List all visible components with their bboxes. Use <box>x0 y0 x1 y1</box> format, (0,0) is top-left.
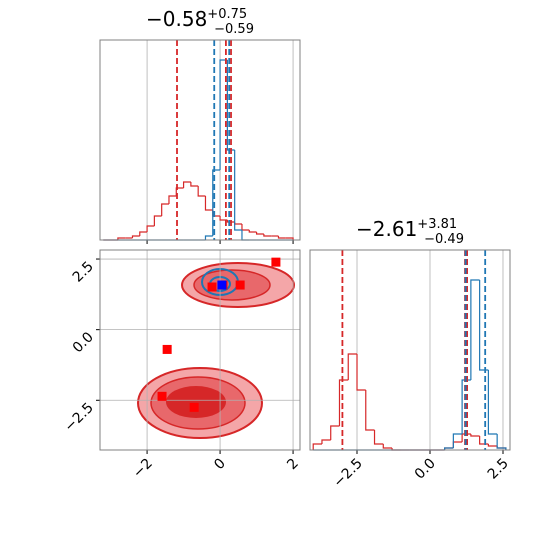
histogram-step <box>190 182 199 187</box>
histogram-step <box>139 231 148 236</box>
marker <box>207 282 217 292</box>
histogram-step <box>219 216 228 221</box>
title-value: −2.61 <box>356 217 417 241</box>
histogram-step <box>161 203 169 216</box>
x-tick-label: 0 <box>211 456 229 474</box>
histogram-step <box>241 230 250 241</box>
axes-frame <box>99 39 301 241</box>
histogram-step <box>168 195 177 204</box>
histogram-step <box>153 215 162 226</box>
histogram-step <box>241 224 250 231</box>
histogram-step <box>496 434 507 450</box>
histogram-step <box>182 181 191 188</box>
histogram-step <box>146 225 155 232</box>
histogram-step <box>234 222 242 225</box>
histogram-step <box>255 232 264 235</box>
histogram-step <box>197 186 206 197</box>
x-tick-label: 2.5 <box>485 456 512 483</box>
title-upper: +3.81 <box>417 217 457 232</box>
histogram-step <box>452 433 463 448</box>
histogram-step <box>479 436 489 445</box>
contour <box>166 386 226 418</box>
marker <box>189 402 199 412</box>
histogram-step <box>470 279 480 380</box>
histogram-step <box>373 430 384 445</box>
histogram-step <box>487 370 498 435</box>
histogram-step <box>248 230 257 233</box>
marker <box>162 344 172 354</box>
histogram-step <box>234 150 242 231</box>
histogram-step <box>117 237 126 240</box>
histogram-step <box>312 443 322 450</box>
y-tick-label: 0.0 <box>70 329 97 356</box>
title-upper: +0.75 <box>207 7 247 22</box>
histogram-step <box>452 441 463 448</box>
histogram-step <box>365 390 375 431</box>
histogram-step <box>443 447 454 450</box>
histogram-step <box>487 444 498 447</box>
histogram-step <box>219 59 228 170</box>
title-lower: −0.59 <box>214 22 254 37</box>
contour <box>193 269 271 301</box>
marker <box>217 280 227 290</box>
histogram-step <box>204 235 213 240</box>
histogram-step <box>356 354 366 391</box>
axes-frame <box>99 249 301 451</box>
y-tick-label: −2.5 <box>61 400 96 435</box>
histogram-step <box>479 280 489 371</box>
histogram-step <box>470 434 480 437</box>
marker <box>157 391 167 401</box>
histogram-step <box>285 237 294 240</box>
histogram-step <box>226 60 235 151</box>
axes-frame <box>309 249 511 451</box>
y-tick-label: 2.5 <box>70 259 97 286</box>
marker <box>235 280 245 290</box>
histogram-step <box>382 444 393 449</box>
histogram-step <box>321 439 331 444</box>
histogram-step <box>347 353 358 380</box>
marker <box>271 257 281 267</box>
histogram-step <box>204 196 213 211</box>
panel-title: −0.58+0.75 −0.59 <box>146 7 254 37</box>
histogram-step <box>263 234 272 237</box>
histogram-step <box>212 169 221 236</box>
title-lower: −0.49 <box>424 232 464 247</box>
x-tick-label: 0.0 <box>412 456 439 483</box>
histogram-step <box>277 236 286 239</box>
title-value: −0.58 <box>146 7 207 31</box>
x-tick-label: −2.5 <box>330 456 365 491</box>
histogram-step <box>330 425 340 440</box>
x-tick-label: 2 <box>284 456 302 474</box>
x-tick-label: −2 <box>130 456 156 482</box>
histogram-step <box>226 220 235 223</box>
histogram-step <box>131 235 140 238</box>
histogram-step <box>338 379 349 426</box>
contours <box>137 262 295 439</box>
panel-title: −2.61+3.81 −0.49 <box>356 217 464 247</box>
